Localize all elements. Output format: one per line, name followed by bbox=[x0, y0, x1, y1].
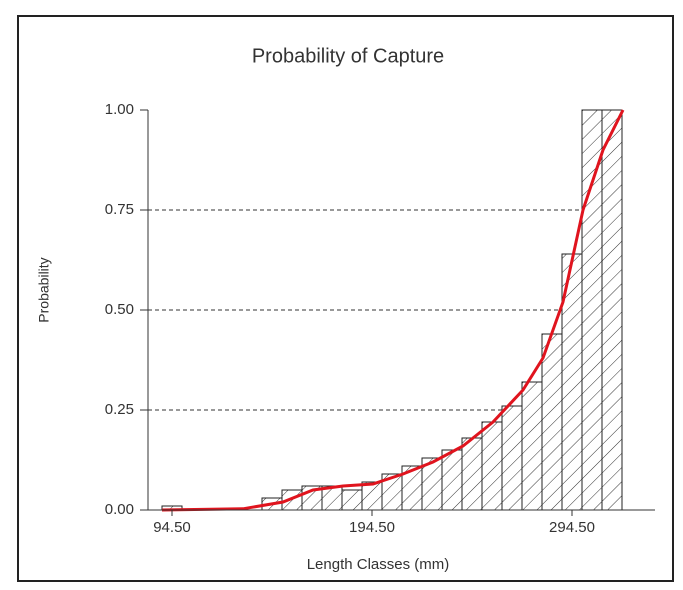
x-tick-label: 194.50 bbox=[349, 519, 395, 536]
bar bbox=[361, 481, 383, 511]
x-tick-label: 294.50 bbox=[549, 519, 595, 536]
y-tick-label: 0.50 bbox=[105, 301, 134, 318]
x-axis-label: Length Classes (mm) bbox=[307, 556, 450, 573]
bar bbox=[501, 405, 523, 511]
y-tick-label: 0.75 bbox=[105, 201, 134, 218]
y-tick-label: 0.25 bbox=[105, 401, 134, 418]
fitted-curve bbox=[161, 109, 625, 512]
bar bbox=[581, 109, 603, 511]
bar bbox=[481, 421, 503, 511]
y-tick-label: 1.00 bbox=[105, 101, 134, 118]
bar bbox=[461, 437, 483, 511]
bar bbox=[441, 449, 463, 511]
y-axis-label: Probability bbox=[36, 257, 52, 322]
bar bbox=[601, 109, 623, 511]
chart-title: Probability of Capture bbox=[252, 45, 444, 67]
bar bbox=[541, 333, 563, 511]
x-tick-label: 94.50 bbox=[153, 519, 191, 536]
bar bbox=[341, 489, 363, 511]
bar bbox=[521, 381, 543, 511]
y-tick-label: 0.00 bbox=[105, 501, 134, 518]
